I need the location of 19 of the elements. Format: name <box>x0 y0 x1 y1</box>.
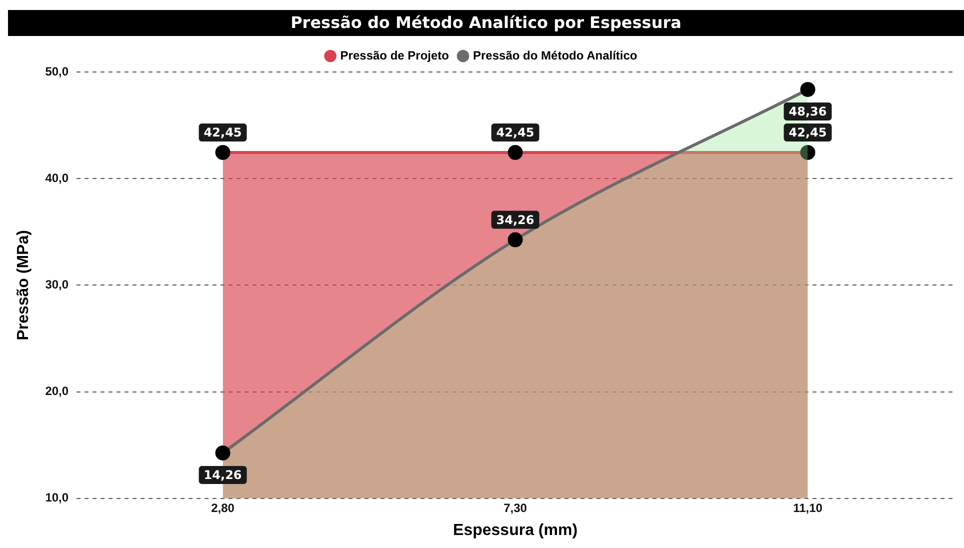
data-label: 14,26 <box>204 468 242 482</box>
y-tick-label: 30,0 <box>45 278 69 292</box>
data-label: 42,45 <box>204 126 242 140</box>
chart-title: Pressão do Método Analítico por Espessura <box>8 10 964 36</box>
y-tick-label: 20,0 <box>45 384 69 398</box>
x-tick-label: 7,30 <box>504 500 528 515</box>
x-tick-label: 2,80 <box>211 500 235 515</box>
data-label: 42,45 <box>788 126 827 140</box>
x-axis-title: Espessura (mm) <box>453 522 578 539</box>
y-tick-label: 50,0 <box>45 64 69 78</box>
legend-label: Pressão do Método Analítico <box>473 48 638 62</box>
legend-label: Pressão de Projeto <box>340 48 450 62</box>
y-tick-label: 40,0 <box>45 170 69 185</box>
y-tick-label: 10,0 <box>45 490 69 505</box>
y-axis-title: Pressão (MPa) <box>15 230 32 340</box>
x-tick-label: 11,10 <box>793 500 823 515</box>
data-label: 34,26 <box>496 212 534 227</box>
data-label: 48,36 <box>788 104 827 119</box>
data-label: 42,45 <box>496 126 534 140</box>
